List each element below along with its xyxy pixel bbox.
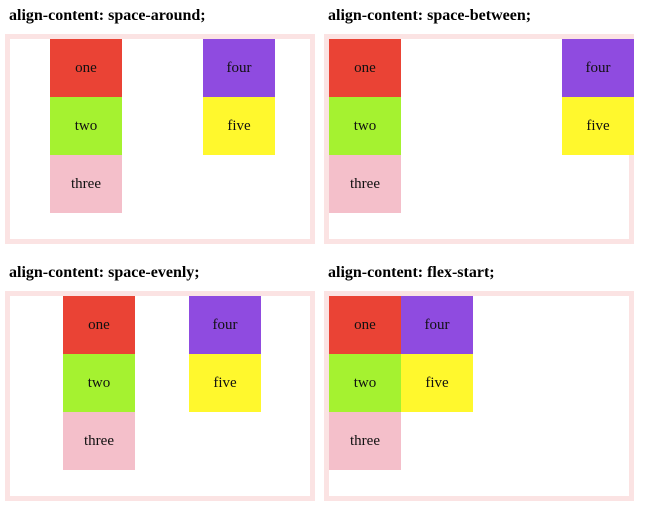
flex-item-four: four xyxy=(203,39,275,97)
flex-item-five: five xyxy=(401,354,473,412)
flex-item-four: four xyxy=(189,296,261,354)
flex-item-four: four xyxy=(562,39,634,97)
panel-space-evenly: align-content: space-evenly; one two thr… xyxy=(5,261,315,501)
flex-item-three: three xyxy=(329,155,401,213)
flex-item-five: five xyxy=(189,354,261,412)
flex-item-four: four xyxy=(401,296,473,354)
panel-title: align-content: flex-start; xyxy=(328,264,495,281)
flex-item-one: one xyxy=(50,39,122,97)
panel-space-between: align-content: space-between; one two th… xyxy=(324,4,634,244)
flex-container: one two three four five xyxy=(5,34,315,244)
flex-item-three: three xyxy=(63,412,135,470)
flex-item-one: one xyxy=(63,296,135,354)
flex-item-five: five xyxy=(562,97,634,155)
flex-item-three: three xyxy=(50,155,122,213)
panel-title: align-content: space-around; xyxy=(9,7,206,24)
flex-container: one two three four five xyxy=(324,34,634,244)
panel-flex-start: align-content: flex-start; one two three… xyxy=(324,261,634,501)
flex-container: one two three four five xyxy=(5,291,315,501)
flex-container: one two three four five xyxy=(324,291,634,501)
flex-item-two: two xyxy=(63,354,135,412)
flex-item-two: two xyxy=(329,97,401,155)
flex-item-five: five xyxy=(203,97,275,155)
panel-title: align-content: space-between; xyxy=(328,7,532,24)
flex-item-two: two xyxy=(329,354,401,412)
panel-title: align-content: space-evenly; xyxy=(9,264,200,281)
flex-item-one: one xyxy=(329,296,401,354)
panel-space-around: align-content: space-around; one two thr… xyxy=(5,4,315,244)
flex-item-one: one xyxy=(329,39,401,97)
flex-item-two: two xyxy=(50,97,122,155)
flex-item-three: three xyxy=(329,412,401,470)
